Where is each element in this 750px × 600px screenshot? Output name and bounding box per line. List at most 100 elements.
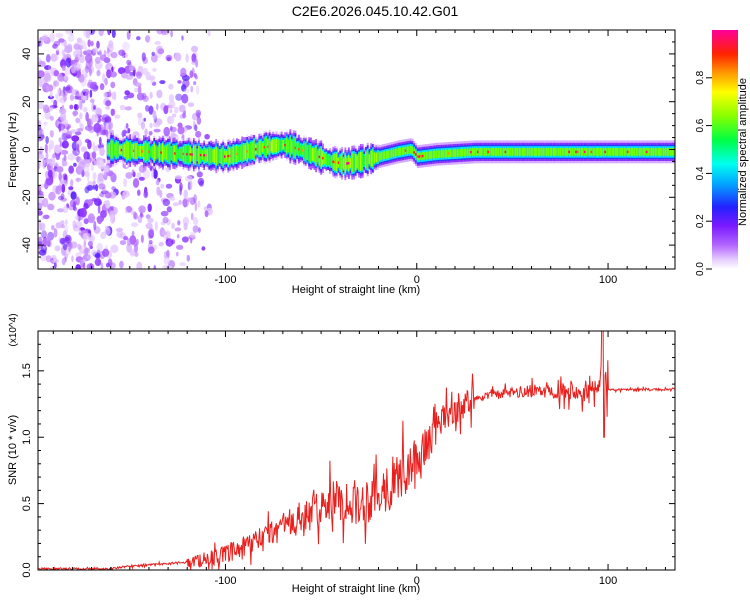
noise-blob <box>38 125 42 131</box>
noise-blob <box>96 215 103 225</box>
noise-blob <box>122 41 130 51</box>
noise-blob <box>152 67 157 72</box>
ridge-peak <box>236 152 238 156</box>
ridge-peak <box>246 150 249 153</box>
ridge-cell <box>614 148 617 156</box>
noise-blob <box>190 85 194 93</box>
ridge-cell <box>551 148 553 156</box>
noise-blob <box>98 49 102 57</box>
ridge-cell <box>528 148 531 156</box>
noise-blob <box>193 217 199 226</box>
noise-blob <box>137 85 142 95</box>
ridge-cell <box>287 139 290 153</box>
ridge-cell <box>449 149 452 158</box>
ridge-cell <box>365 152 367 168</box>
noise-blob <box>122 190 130 198</box>
noise-blob <box>156 103 159 111</box>
noise-blob <box>53 261 57 269</box>
ridge-peak <box>254 148 257 151</box>
noise-blob <box>64 67 72 75</box>
ridge-cell <box>384 151 386 160</box>
noise-blob <box>133 243 139 253</box>
noise-blob <box>83 262 86 269</box>
ridge-cell <box>508 148 510 156</box>
noise-blob <box>51 259 60 264</box>
noise-blob <box>129 235 137 245</box>
noise-blob <box>130 222 139 228</box>
noise-blob <box>136 36 141 41</box>
noise-blob <box>92 47 99 54</box>
noise-blob <box>65 30 72 35</box>
noise-blob <box>66 130 72 138</box>
ridge-cell <box>459 149 462 157</box>
ridge-cell <box>260 141 262 155</box>
ridge-cell <box>485 148 488 156</box>
noise-blob <box>77 127 84 132</box>
noise-blob <box>65 219 68 226</box>
noise-blob <box>160 30 167 36</box>
ridge-cell <box>563 148 565 156</box>
noise-blob <box>168 94 175 102</box>
noise-blob <box>74 53 80 61</box>
noise-blob <box>80 259 87 263</box>
colorbar-gradient <box>712 30 738 269</box>
ridge-peak <box>191 153 194 156</box>
ridge-cell <box>594 148 596 156</box>
ridge-cell <box>282 140 285 150</box>
ridge-cell <box>408 146 410 154</box>
noise-blob <box>46 235 53 240</box>
noise-blob <box>51 225 55 231</box>
noise-blob <box>101 114 110 121</box>
noise-blob <box>170 30 173 38</box>
noise-blob <box>87 172 90 183</box>
noise-blob <box>70 191 77 200</box>
ridge-peak <box>568 150 571 154</box>
noise-blob <box>63 73 69 81</box>
ridge-cell <box>151 146 154 158</box>
x-tick-label: 100 <box>599 575 617 587</box>
ridge-cell <box>218 151 221 162</box>
ridge-peak <box>447 152 450 155</box>
noise-blob <box>105 129 109 138</box>
noise-blob <box>49 32 55 42</box>
noise-blob <box>44 65 52 71</box>
noise-blob <box>78 73 85 83</box>
noise-blob <box>185 53 189 63</box>
ridge-cell <box>327 155 330 165</box>
ridge-peak <box>227 155 230 158</box>
noise-blob <box>111 30 116 38</box>
noise-blob <box>177 220 181 226</box>
noise-blob <box>168 100 176 109</box>
noise-blob <box>166 206 172 213</box>
ridge-cell <box>440 150 443 158</box>
noise-blob <box>196 116 202 125</box>
noise-blob <box>175 93 183 102</box>
noise-blob <box>152 110 157 119</box>
ridge-cell <box>497 148 500 156</box>
ridge-peak <box>576 150 579 154</box>
ridge-cell <box>637 148 639 156</box>
ridge-cell <box>344 155 347 173</box>
ridge-cell <box>533 148 536 156</box>
noise-blob <box>83 30 90 38</box>
ridge-cell <box>435 150 438 159</box>
noise-blob <box>182 236 189 243</box>
noise-blob <box>193 194 197 204</box>
ridge-cell <box>349 158 352 168</box>
noise-blob <box>123 95 129 100</box>
noise-blob <box>84 247 89 256</box>
noise-blob <box>87 213 96 224</box>
noise-blob <box>75 256 84 263</box>
noise-blob <box>48 161 57 167</box>
ridge-cell <box>239 146 242 161</box>
ridge-cell <box>530 148 533 156</box>
ridge-cell <box>578 148 581 156</box>
noise-blob <box>84 165 90 175</box>
colorbar-tick-label: 0.6 <box>695 118 706 132</box>
noise-blob <box>64 86 71 91</box>
noise-blob <box>78 161 85 171</box>
noise-blob <box>137 189 141 196</box>
ridge-cell <box>428 151 431 159</box>
noise-blob <box>84 125 93 131</box>
noise-blob <box>105 192 112 199</box>
